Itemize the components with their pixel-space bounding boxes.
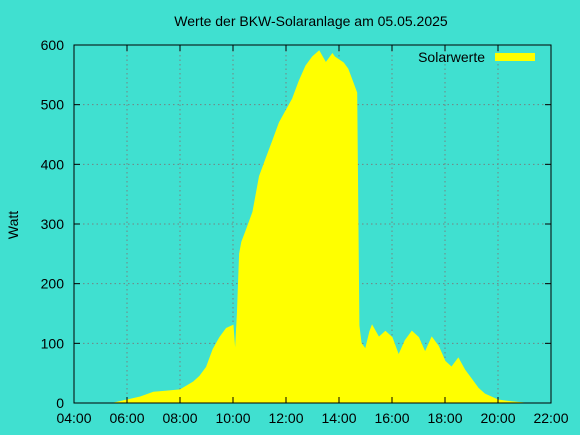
y-tick-label: 0 — [56, 395, 64, 411]
x-tick-label: 08:00 — [162, 410, 197, 426]
chart-title: Werte der BKW-Solaranlage am 05.05.2025 — [174, 13, 448, 29]
series-area-path — [113, 50, 525, 404]
x-tick-label: 10:00 — [215, 410, 250, 426]
y-tick-label: 100 — [41, 335, 65, 351]
x-tick-label: 04:00 — [56, 410, 91, 426]
y-tick-label: 500 — [41, 97, 65, 113]
y-tick-label: 200 — [41, 276, 65, 292]
y-tick-label: 300 — [41, 216, 65, 232]
x-tick-label: 16:00 — [374, 410, 409, 426]
x-tick-label: 18:00 — [427, 410, 462, 426]
x-tick-label: 12:00 — [268, 410, 303, 426]
x-tick-label: 14:00 — [321, 410, 356, 426]
tick-labels: 04:00 06:00 08:00 10:00 12:00 14:00 16:00 18:00… — [41, 37, 569, 426]
y-axis-label: Watt — [5, 211, 21, 239]
legend-label: Solarwerte — [418, 49, 485, 65]
y-tick-label: 600 — [41, 37, 65, 53]
x-tick-label: 20:00 — [480, 410, 515, 426]
ticks — [73, 44, 552, 404]
series-area — [113, 50, 525, 404]
legend: Solarwerte — [418, 49, 535, 65]
x-tick-label: 22:00 — [533, 410, 568, 426]
x-tick-label: 06:00 — [109, 410, 144, 426]
y-tick-label: 400 — [41, 156, 65, 172]
legend-swatch — [495, 53, 535, 61]
